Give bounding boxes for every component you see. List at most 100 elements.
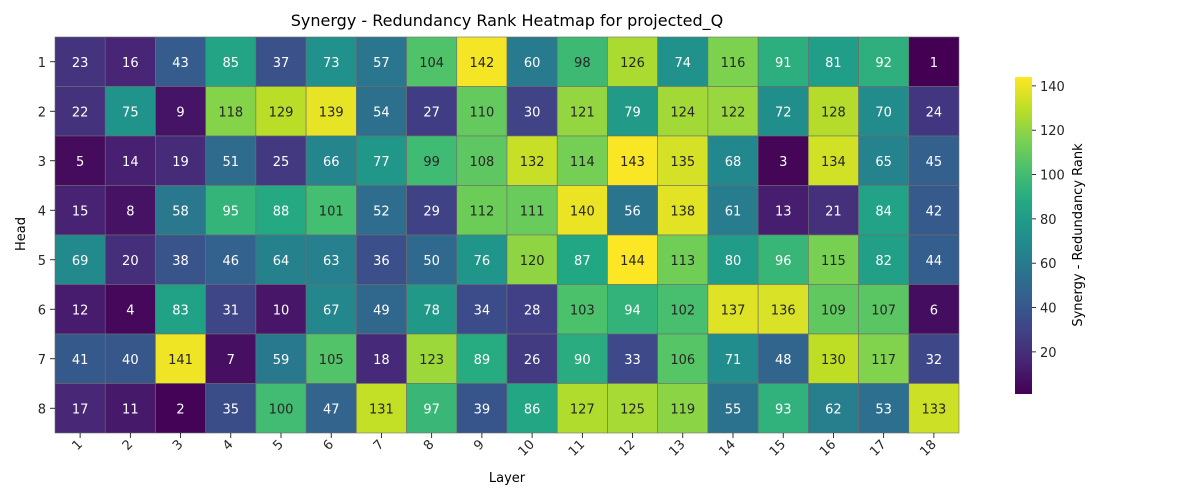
cell-value-label: 85 — [223, 56, 240, 71]
heatmap-cell — [104, 383, 156, 434]
heatmap-cell — [54, 284, 106, 335]
cell-value-label: 129 — [269, 105, 294, 120]
cell-value-label: 3 — [779, 155, 787, 170]
cell-value-label: 106 — [670, 353, 695, 368]
cell-value-label: 47 — [323, 402, 340, 417]
y-axis-label: Head — [14, 217, 29, 251]
heatmap-cell — [205, 284, 257, 335]
cell-value-label: 56 — [624, 204, 641, 219]
cell-value-label: 1 — [930, 56, 938, 71]
cell-value-label: 45 — [926, 155, 943, 170]
cell-value-label: 11 — [122, 402, 139, 417]
heatmap-cell — [104, 135, 156, 186]
heatmap-cell — [506, 185, 558, 236]
heatmap-cell — [155, 333, 206, 384]
cell-value-label: 36 — [373, 254, 390, 269]
cell-value-label: 21 — [825, 204, 842, 219]
cell-value-label: 128 — [821, 105, 846, 120]
cell-value-label: 72 — [775, 105, 792, 120]
cell-value-label: 25 — [273, 155, 290, 170]
cell-value-label: 8 — [126, 204, 134, 219]
cell-value-label: 60 — [524, 56, 541, 71]
heatmap-cell — [506, 86, 558, 137]
heatmap-cell — [657, 383, 709, 434]
y-tick-label: 7 — [38, 353, 46, 368]
heatmap-cell — [607, 185, 658, 236]
heatmap-cell — [657, 185, 709, 236]
cell-value-label: 15 — [72, 204, 89, 219]
heatmap-cell — [54, 36, 106, 87]
heatmap-cell — [155, 234, 206, 285]
cell-value-label: 68 — [725, 155, 742, 170]
heatmap-cell — [757, 383, 809, 434]
heatmap-cell — [808, 36, 859, 87]
cell-value-label: 137 — [721, 303, 746, 318]
cell-value-label: 6 — [930, 303, 938, 318]
colorbar-tick-label: 100 — [1040, 169, 1065, 184]
heatmap-cell — [808, 185, 859, 236]
y-tick-labels: 1 2 3 4 5 6 7 8 — [38, 56, 55, 417]
cell-value-label: 12 — [72, 303, 89, 318]
cell-value-label: 101 — [319, 204, 344, 219]
cell-value-label: 29 — [423, 204, 440, 219]
heatmap-cell — [858, 135, 910, 186]
cell-value-label: 44 — [926, 254, 943, 269]
cell-value-label: 55 — [725, 402, 742, 417]
chart-title: Synergy - Redundancy Rank Heatmap for pr… — [291, 11, 723, 31]
cell-value-label: 57 — [373, 56, 390, 71]
heatmap-cell — [205, 36, 257, 87]
heatmap-cell — [255, 234, 307, 285]
cell-value-label: 105 — [319, 353, 344, 368]
heatmap-cell — [908, 185, 960, 236]
x-tick-label: 7 — [371, 437, 387, 453]
cell-value-label: 119 — [670, 402, 695, 417]
cell-value-label: 99 — [423, 155, 440, 170]
cell-value-label: 37 — [273, 56, 290, 71]
cell-value-label: 96 — [775, 254, 792, 269]
heatmap-cell — [607, 284, 658, 335]
x-tick-label: 10 — [516, 437, 538, 459]
cell-value-label: 34 — [474, 303, 491, 318]
heatmap-cell — [305, 234, 357, 285]
heatmap-cell — [908, 333, 960, 384]
heatmap-cell — [908, 36, 960, 87]
heatmap-cell — [657, 36, 709, 87]
colorbar-gradient — [1015, 77, 1032, 394]
heatmap-cell — [757, 135, 809, 186]
cell-value-label: 97 — [423, 402, 440, 417]
y-tick-label: 8 — [38, 402, 46, 417]
heatmap-cell — [205, 333, 257, 384]
cell-value-label: 63 — [323, 254, 340, 269]
cell-value-label: 7 — [227, 353, 235, 368]
heatmap-cell — [858, 234, 910, 285]
cell-value-label: 98 — [574, 56, 591, 71]
cell-value-label: 144 — [620, 254, 645, 269]
cell-value-label: 120 — [520, 254, 545, 269]
cell-value-label: 126 — [620, 56, 645, 71]
heatmap-cell — [607, 36, 658, 87]
heatmap-cell — [757, 234, 809, 285]
heatmap-cell — [607, 135, 658, 186]
cell-value-label: 31 — [223, 303, 240, 318]
cell-value-label: 84 — [875, 204, 892, 219]
heatmap-cell — [506, 284, 558, 335]
x-tick-label: 1 — [69, 437, 85, 453]
cell-value-label: 135 — [670, 155, 695, 170]
cell-value-label: 142 — [469, 56, 494, 71]
heatmap-cell — [356, 333, 407, 384]
cell-value-label: 125 — [620, 402, 645, 417]
colorbar-tick-label: 40 — [1040, 302, 1057, 317]
cell-value-label: 86 — [524, 402, 541, 417]
heatmap-cell — [155, 383, 206, 434]
cell-value-label: 52 — [373, 204, 390, 219]
cell-value-label: 13 — [775, 204, 792, 219]
x-tick-label: 14 — [717, 437, 739, 459]
cell-value-label: 131 — [369, 402, 394, 417]
cell-value-label: 138 — [670, 204, 695, 219]
heatmap-cell — [657, 135, 709, 186]
cell-value-label: 141 — [168, 353, 193, 368]
y-tick-label: 4 — [38, 204, 46, 219]
cell-value-label: 73 — [323, 56, 340, 71]
x-tick-label: 17 — [867, 437, 889, 459]
